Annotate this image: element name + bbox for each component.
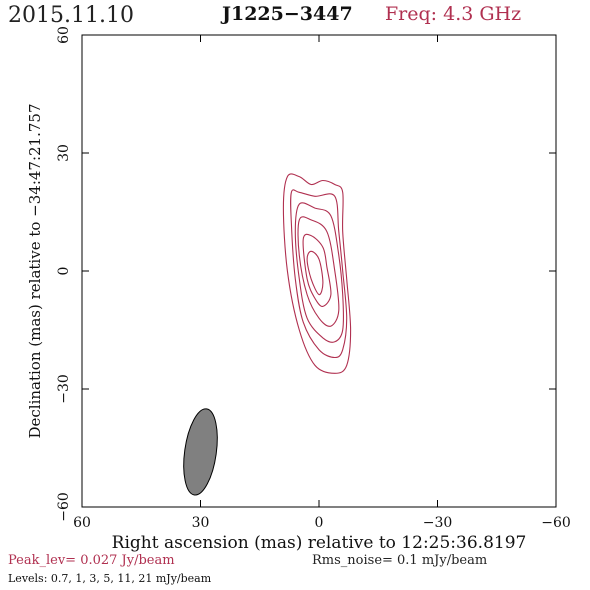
plot-frame xyxy=(81,34,557,508)
x-axis-label: Right ascension (mas) relative to 12:25:… xyxy=(112,533,527,553)
contour-layer xyxy=(282,173,352,374)
contour-level-1 xyxy=(282,173,352,374)
rms-noise: Rms_noise= 0.1 mJy/beam xyxy=(312,553,488,568)
contour-level-4 xyxy=(297,216,340,327)
x-tick-label: 0 xyxy=(315,515,324,531)
beam-ellipse xyxy=(183,408,218,496)
x-tick-label: 30 xyxy=(192,515,210,531)
y-tick-label: −60 xyxy=(56,492,72,522)
contour-level-2 xyxy=(290,189,348,359)
beam-layer xyxy=(183,408,218,496)
contour-level-6 xyxy=(306,250,324,296)
x-tick-label: −60 xyxy=(541,515,571,531)
axis-ticks: 60 30 0 −30 −60 −60 −30 0 30 60 xyxy=(56,26,571,531)
source-name: J1225−3447 xyxy=(222,3,353,25)
y-tick-label: 60 xyxy=(56,26,72,44)
peak-level: Peak_lev= 0.027 Jy/beam xyxy=(8,553,175,568)
contour-level-3 xyxy=(294,202,345,343)
y-tick-label: 30 xyxy=(56,144,72,162)
frequency-label: Freq: 4.3 GHz xyxy=(385,3,522,25)
observation-date: 2015.11.10 xyxy=(8,3,134,28)
contour-levels: Levels: 0.7, 1, 3, 5, 11, 21 mJy/beam xyxy=(8,572,212,585)
y-tick-label: 0 xyxy=(56,267,72,276)
x-tick-label: 60 xyxy=(73,515,91,531)
y-axis-label: Declination (mas) relative to −34:47:21.… xyxy=(26,103,44,438)
contour-level-5 xyxy=(302,233,332,307)
x-tick-label: −30 xyxy=(423,515,453,531)
y-tick-label: −30 xyxy=(56,374,72,404)
